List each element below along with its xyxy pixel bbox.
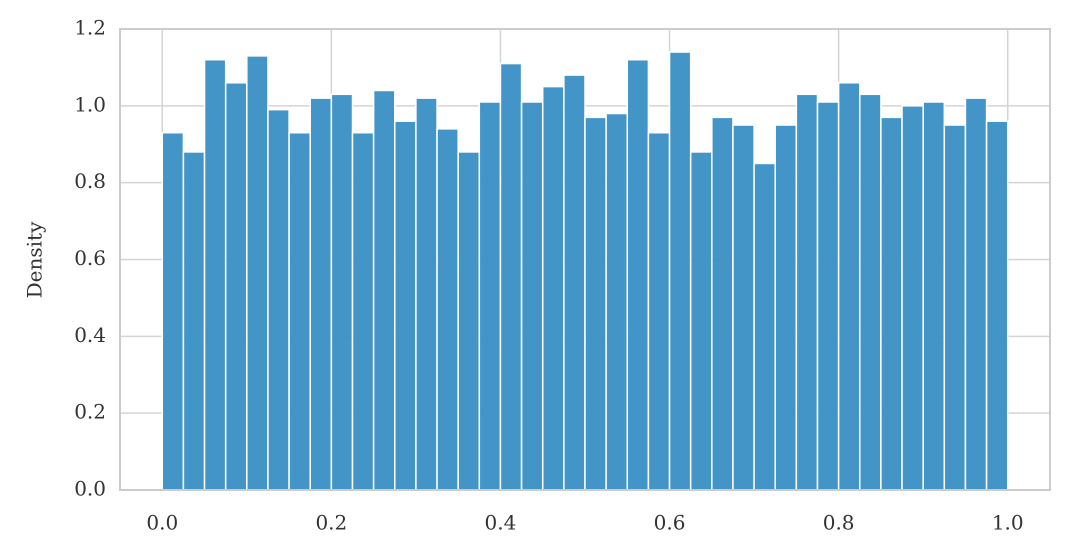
bar — [182, 151, 206, 491]
bar — [964, 97, 988, 491]
bar — [415, 97, 438, 491]
bar — [161, 131, 185, 491]
y-tick-label: 0.2 — [74, 400, 106, 424]
bar — [288, 131, 311, 491]
bar — [372, 89, 396, 491]
y-tick-label: 1.2 — [74, 16, 106, 40]
bar — [774, 124, 798, 491]
bar — [330, 93, 354, 491]
bar — [457, 151, 481, 491]
x-tick-label: 0.6 — [654, 511, 686, 535]
bar — [647, 131, 671, 491]
x-tick-label: 0.4 — [485, 511, 517, 535]
bar — [859, 93, 882, 491]
bar — [816, 101, 840, 491]
bar — [309, 97, 333, 491]
bar — [943, 124, 967, 491]
bar — [732, 124, 755, 491]
y-tick-label: 0.4 — [74, 323, 106, 347]
bar — [795, 93, 819, 491]
plot-frame — [119, 28, 1051, 491]
bar — [436, 128, 459, 491]
bar — [880, 116, 903, 491]
bar — [922, 101, 946, 491]
y-tick-label: 0.0 — [74, 477, 106, 501]
bar — [605, 112, 629, 491]
bar — [224, 82, 248, 491]
bar — [351, 131, 375, 491]
bar — [478, 101, 502, 491]
x-tick-label: 0.0 — [146, 511, 178, 535]
bar — [626, 58, 650, 491]
y-tick-label: 1.0 — [74, 92, 106, 116]
bar — [520, 101, 544, 491]
y-tick-label: 0.8 — [74, 169, 106, 193]
bar — [563, 74, 586, 491]
bar — [753, 162, 776, 491]
bar — [394, 120, 417, 491]
bar — [901, 105, 924, 491]
bar — [584, 116, 607, 491]
bar — [711, 116, 734, 491]
bar — [837, 82, 861, 491]
bar — [246, 55, 269, 491]
bar — [203, 58, 227, 491]
x-tick-label: 0.2 — [315, 511, 347, 535]
bar — [985, 120, 1009, 491]
y-tick-label: 0.6 — [74, 246, 106, 270]
x-tick-label: 1.0 — [992, 511, 1024, 535]
bar — [689, 151, 713, 491]
bar — [267, 108, 290, 491]
bar — [541, 85, 565, 491]
x-tick-label: 0.8 — [823, 511, 855, 535]
bar — [668, 51, 692, 491]
y-axis-label: Density — [23, 221, 47, 298]
bar — [499, 62, 523, 491]
